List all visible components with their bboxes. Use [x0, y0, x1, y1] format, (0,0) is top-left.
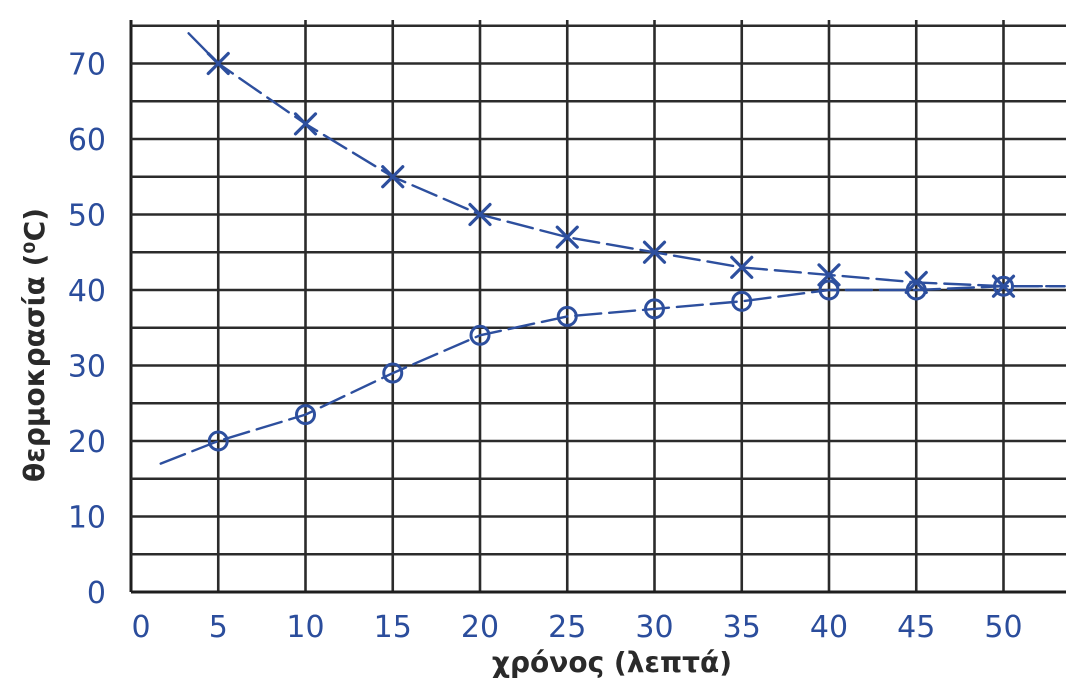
- x-tick-label: 5: [209, 610, 228, 645]
- x-axis-title: χρόνος (λεπτά): [492, 646, 732, 679]
- circle-marker: [295, 404, 316, 426]
- x-tick-label: 50: [984, 610, 1022, 645]
- y-tick-label: 10: [68, 501, 106, 536]
- x-marker: [642, 240, 667, 264]
- x-tick-label: 45: [897, 610, 935, 645]
- y-tick-label: 30: [68, 350, 106, 385]
- circle-marker: [993, 275, 1014, 297]
- x-marker: [381, 165, 405, 189]
- x-tick-label: 15: [374, 610, 412, 645]
- x-marker-stroke: [642, 240, 667, 264]
- grid: [129, 20, 1066, 594]
- x-marker-stroke: [293, 112, 318, 136]
- x-marker-stroke: [817, 263, 841, 287]
- circle-marker: [818, 279, 840, 301]
- x-marker: [730, 255, 754, 279]
- y-tick-label: 20: [68, 425, 106, 460]
- circle-marker: [469, 324, 491, 346]
- series-line-heating: [159, 285, 1066, 465]
- circle-marker: [644, 298, 665, 320]
- x-marker: [468, 202, 492, 227]
- circle-marker: [207, 430, 229, 452]
- series: [159, 32, 1066, 465]
- x-tick-label: 20: [461, 610, 499, 645]
- x-marker-stroke: [381, 165, 405, 189]
- tick-labels: 0 5 10 15 20 25 30 35 40 45 50 0 10 20 30 40 50 60 70: [68, 48, 1023, 646]
- x-marker: [555, 225, 579, 249]
- x-marker: [817, 263, 841, 287]
- circle-marker: [382, 362, 404, 384]
- circle-marker: [905, 279, 927, 301]
- y-tick-label: 0: [87, 576, 106, 611]
- x-tick-label: 35: [723, 610, 761, 645]
- x-marker-stroke: [206, 51, 230, 76]
- x-tick-label: 25: [548, 610, 586, 645]
- circle-marker: [731, 290, 753, 312]
- circle-marker: [556, 305, 578, 327]
- series-line-cooling: [187, 32, 1066, 288]
- x-tick-label: 40: [810, 610, 848, 645]
- y-tick-label: 50: [68, 199, 106, 234]
- y-axis-title: θερμοκρασία (⁰C): [18, 208, 51, 482]
- x-tick-label: 30: [635, 610, 673, 645]
- x-marker: [206, 51, 230, 76]
- x-marker: [293, 112, 318, 136]
- y-tick-label: 60: [68, 123, 106, 158]
- y-tick-label: 70: [68, 48, 106, 83]
- x-marker-stroke: [555, 225, 579, 249]
- x-marker-stroke: [730, 255, 754, 279]
- y-tick-label: 40: [68, 274, 106, 309]
- x-tick-label: 10: [286, 610, 324, 645]
- x-tick-label: 0: [131, 610, 150, 645]
- x-marker-stroke: [468, 202, 492, 227]
